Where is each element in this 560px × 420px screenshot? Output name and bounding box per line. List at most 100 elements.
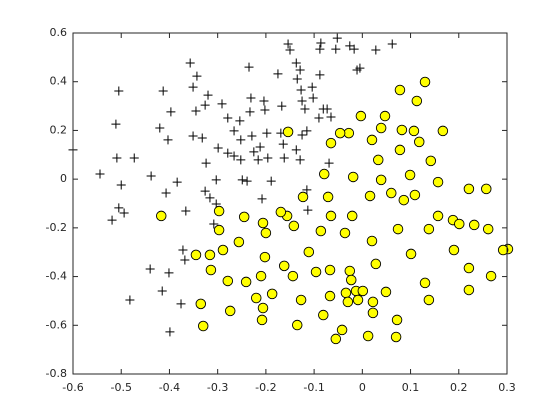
circle-marker bbox=[222, 275, 234, 287]
circle-marker bbox=[340, 287, 352, 299]
circle-marker bbox=[345, 274, 357, 286]
plus-marker bbox=[201, 158, 211, 168]
plus-marker bbox=[345, 41, 355, 51]
plus-marker bbox=[324, 158, 334, 168]
x-tick-label: 0.3 bbox=[498, 381, 516, 394]
circle-marker bbox=[364, 190, 376, 202]
y-tick-label: -0.8 bbox=[46, 367, 67, 380]
circle-marker bbox=[362, 330, 374, 342]
circle-marker bbox=[394, 84, 406, 96]
plus-marker bbox=[172, 177, 182, 187]
plus-marker bbox=[315, 44, 325, 54]
circle-marker bbox=[288, 220, 300, 232]
circle-marker bbox=[282, 126, 294, 138]
circle-marker bbox=[325, 137, 337, 149]
circle-marker bbox=[334, 127, 346, 139]
circle-marker bbox=[482, 223, 494, 235]
axes-box bbox=[72, 32, 508, 375]
circle-marker bbox=[463, 183, 475, 195]
plus-marker bbox=[259, 96, 269, 106]
plus-marker bbox=[145, 264, 155, 274]
circle-marker bbox=[357, 285, 369, 297]
y-tick-label: -0.4 bbox=[46, 270, 67, 283]
circle-marker bbox=[275, 206, 287, 218]
circle-marker bbox=[339, 227, 351, 239]
circle-marker bbox=[352, 294, 364, 306]
circle-marker bbox=[372, 154, 384, 166]
x-tick-label: 0.2 bbox=[450, 381, 468, 394]
circle-marker bbox=[463, 262, 475, 274]
plus-marker bbox=[296, 85, 306, 95]
plus-marker bbox=[200, 186, 210, 196]
plus-marker bbox=[352, 65, 362, 75]
circle-marker bbox=[398, 194, 410, 206]
plus-marker bbox=[246, 93, 256, 103]
circle-marker bbox=[481, 183, 492, 195]
circle-marker bbox=[423, 223, 435, 235]
plus-marker bbox=[129, 153, 139, 163]
y-tick-label: 0.6 bbox=[50, 26, 68, 39]
circle-marker bbox=[366, 134, 378, 146]
plus-marker bbox=[197, 133, 207, 143]
plus-marker bbox=[192, 71, 202, 81]
plus-marker bbox=[297, 96, 307, 106]
circle-marker bbox=[197, 320, 209, 332]
plus-marker bbox=[303, 205, 313, 215]
circle-marker bbox=[287, 270, 299, 282]
y-tick-label: -0.2 bbox=[46, 221, 67, 234]
circle-marker bbox=[205, 264, 217, 276]
circle-marker bbox=[213, 224, 225, 236]
plus-marker bbox=[188, 82, 198, 92]
circle-marker bbox=[379, 110, 391, 122]
plus-marker bbox=[158, 86, 168, 96]
circle-marker bbox=[240, 276, 252, 288]
plus-marker bbox=[273, 69, 283, 79]
plus-marker bbox=[295, 65, 305, 75]
circle-marker bbox=[260, 227, 272, 239]
plus-marker bbox=[211, 175, 221, 185]
plus-marker bbox=[236, 155, 246, 165]
x-tick-label: -0.6 bbox=[62, 381, 83, 394]
circle-marker bbox=[330, 333, 342, 345]
plus-marker bbox=[165, 327, 175, 337]
circle-marker bbox=[411, 95, 423, 107]
plus-marker bbox=[300, 104, 310, 114]
circle-marker bbox=[392, 223, 404, 235]
circle-marker bbox=[347, 171, 359, 183]
plus-marker bbox=[295, 155, 305, 165]
plus-marker bbox=[125, 295, 135, 305]
plus-marker bbox=[291, 145, 301, 155]
plus-marker bbox=[257, 194, 267, 204]
circle-marker bbox=[423, 294, 435, 306]
plus-marker bbox=[331, 44, 341, 54]
circle-marker bbox=[394, 144, 406, 156]
circle-marker bbox=[266, 288, 278, 300]
circle-marker bbox=[367, 296, 379, 308]
circle-marker bbox=[404, 169, 416, 181]
circle-marker bbox=[325, 210, 337, 222]
circle-marker bbox=[432, 210, 444, 222]
x-tick-label: -0.4 bbox=[159, 381, 180, 394]
plus-marker bbox=[163, 135, 173, 145]
y-tick-label: 0 bbox=[60, 172, 67, 185]
plus-marker bbox=[164, 268, 174, 278]
plus-marker bbox=[114, 203, 124, 213]
circle-marker bbox=[190, 249, 202, 261]
plus-marker bbox=[223, 113, 233, 123]
plus-marker bbox=[119, 208, 129, 218]
y-tick-label: 0.4 bbox=[50, 75, 68, 88]
circle-marker bbox=[255, 270, 267, 282]
plus-marker bbox=[297, 130, 307, 140]
plus-marker bbox=[111, 119, 121, 129]
circle-marker bbox=[437, 125, 449, 137]
plus-marker bbox=[262, 128, 272, 138]
circle-marker bbox=[318, 309, 329, 321]
circle-marker bbox=[375, 122, 387, 134]
plus-marker bbox=[107, 215, 117, 225]
plus-marker bbox=[315, 70, 325, 80]
circle-marker bbox=[375, 174, 387, 186]
plus-marker bbox=[242, 176, 252, 186]
axes-ticks: -0.6 -0.5 -0.4 -0.3 -0.2 -0.1 0 0.1 0.2 0.3-0.8-0… bbox=[46, 26, 516, 394]
plus-marker bbox=[371, 45, 381, 55]
